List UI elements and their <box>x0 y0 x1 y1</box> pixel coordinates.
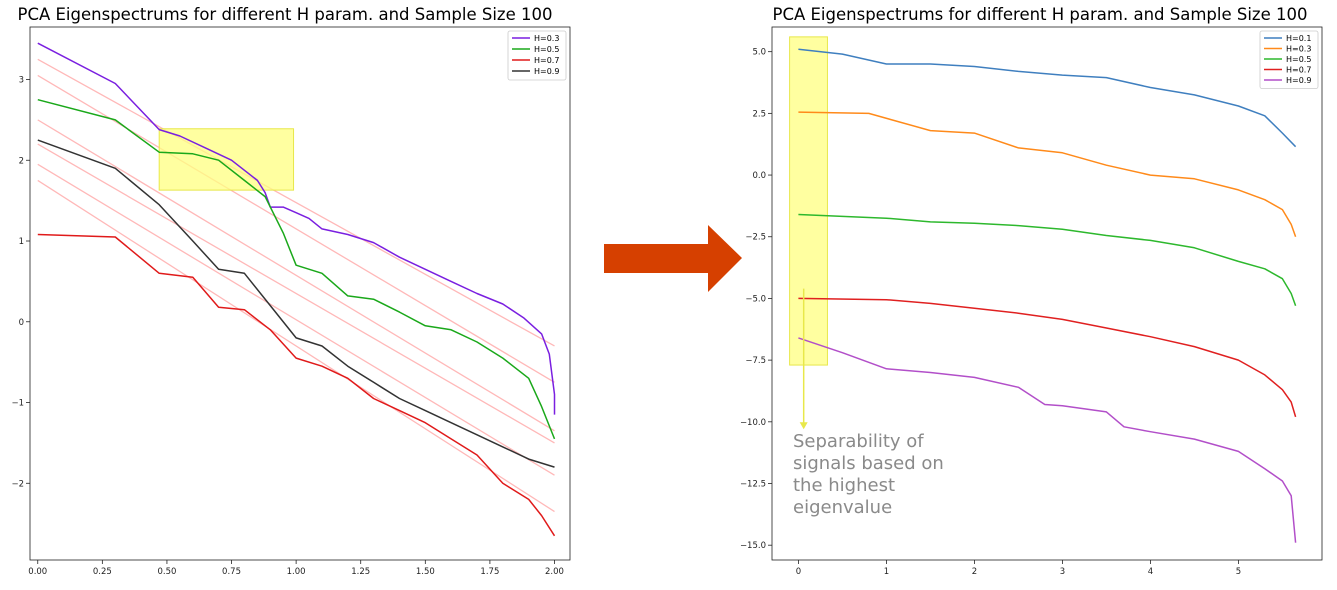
right-y-tick-label: −15.0 <box>740 541 766 551</box>
right-legend-label: H=0.1 <box>1286 34 1311 43</box>
right-highlight-box <box>789 36 828 366</box>
right-legend-label: H=0.9 <box>1286 76 1311 85</box>
left-highlight-box <box>158 128 295 191</box>
note-arrow-head <box>799 422 808 430</box>
left-series-line-H09 <box>37 139 555 468</box>
left-y-tick-label: −2 <box>11 479 24 489</box>
left-y-tick-label: 1 <box>19 237 24 247</box>
left-legend-label: H=0.7 <box>534 56 559 65</box>
right-series-line-H07 <box>798 297 1297 418</box>
transition-arrow <box>604 225 742 292</box>
right-chart-title: PCA Eigenspectrums for different H param… <box>773 5 1308 24</box>
right-x-tick-label: 2 <box>972 567 977 577</box>
left-trend-line <box>37 179 555 513</box>
left-y-tick-label: 2 <box>19 156 24 166</box>
right-x-tick-label: 0 <box>796 567 801 577</box>
left-x-tick-label: 0.25 <box>93 567 112 577</box>
left-legend <box>507 30 567 81</box>
right-chart: PCA Eigenspectrums for different H param… <box>740 5 1323 577</box>
left-x-tick-label: 0.75 <box>222 567 241 577</box>
right-x-tick-label: 5 <box>1236 567 1241 577</box>
right-y-tick-label: −7.5 <box>745 356 766 366</box>
left-axes-frame <box>29 26 571 561</box>
note-line-3: the highest <box>793 475 895 496</box>
right-legend-label: H=0.5 <box>1286 55 1311 64</box>
right-series-line-H03 <box>798 111 1297 237</box>
left-x-tick-label: 1.75 <box>480 567 499 577</box>
right-series-line-H01 <box>798 48 1297 148</box>
left-series-line-H03 <box>37 42 556 415</box>
left-trend-line <box>37 119 555 432</box>
left-y-tick-label: −1 <box>11 399 24 409</box>
left-trend-line <box>37 163 555 476</box>
note-line-2: signals based on <box>793 453 944 474</box>
right-series-line-H05 <box>798 213 1297 307</box>
left-trend-line <box>37 143 555 444</box>
right-y-tick-label: −5.0 <box>745 294 766 304</box>
left-x-tick-label: 2.00 <box>545 567 564 577</box>
right-series-line-H09 <box>798 337 1297 543</box>
note-line-4: eigenvalue <box>793 497 892 518</box>
right-x-tick-label: 4 <box>1148 567 1153 577</box>
left-x-tick-label: 1.25 <box>351 567 370 577</box>
left-x-tick-label: 0.50 <box>157 567 176 577</box>
right-legend-label: H=0.3 <box>1286 45 1311 54</box>
right-y-tick-label: −2.5 <box>745 233 766 243</box>
right-x-tick-label: 3 <box>1060 567 1065 577</box>
left-legend-label: H=0.5 <box>534 45 559 54</box>
left-y-tick-label: 0 <box>19 318 24 328</box>
right-y-tick-label: −10.0 <box>740 418 766 428</box>
right-axes-frame <box>771 26 1323 561</box>
right-legend-label: H=0.7 <box>1286 66 1311 75</box>
left-x-tick-label: 1.50 <box>416 567 435 577</box>
left-x-tick-label: 1.00 <box>287 567 306 577</box>
left-trend-line <box>37 58 555 347</box>
note-line-1: Separability of <box>793 431 924 452</box>
left-series-line-H07 <box>37 233 556 537</box>
left-chart: PCA Eigenspectrums for different H param… <box>11 5 571 577</box>
left-legend-label: H=0.9 <box>534 67 559 76</box>
left-legend-label: H=0.3 <box>534 34 559 43</box>
left-trend-line <box>37 74 555 383</box>
right-x-tick-label: 1 <box>884 567 889 577</box>
right-y-tick-label: 0.0 <box>752 171 766 181</box>
left-x-tick-label: 0.00 <box>28 567 47 577</box>
right-y-tick-label: 2.5 <box>752 109 766 119</box>
left-y-tick-label: 3 <box>19 75 24 85</box>
annotation-note: Separability of signals based on the hig… <box>793 431 944 518</box>
right-legend <box>1259 30 1319 89</box>
right-y-tick-label: −12.5 <box>740 480 766 490</box>
left-chart-title: PCA Eigenspectrums for different H param… <box>18 5 553 24</box>
left-series-line-H05 <box>37 98 556 440</box>
right-y-tick-label: 5.0 <box>752 48 766 58</box>
